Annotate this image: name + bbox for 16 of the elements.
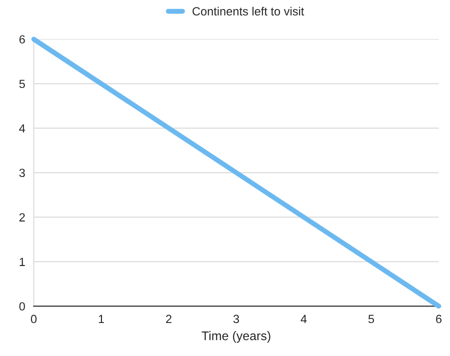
x-axis-title: Time (years) [202,331,270,343]
y-tick-label: 6 [19,35,25,44]
x-tick-label: 4 [300,314,307,324]
y-tick-label: 2 [19,213,25,222]
y-tick-label: 5 [19,80,25,88]
y-tick-label: 4 [19,124,26,132]
y-tick-label: 1 [20,258,25,266]
y-tick-label: 3 [19,168,25,178]
x-tick-label: 0 [30,314,37,324]
y-tick-label: 0 [19,302,25,311]
x-tick-label: 6 [436,314,442,324]
x-tick-label: 3 [233,314,240,324]
x-tick-label: 2 [166,314,172,324]
x-tick-label: 1 [98,314,104,324]
x-tick-label: 5 [368,314,374,324]
legend-label: Continents left to visit [192,6,304,16]
